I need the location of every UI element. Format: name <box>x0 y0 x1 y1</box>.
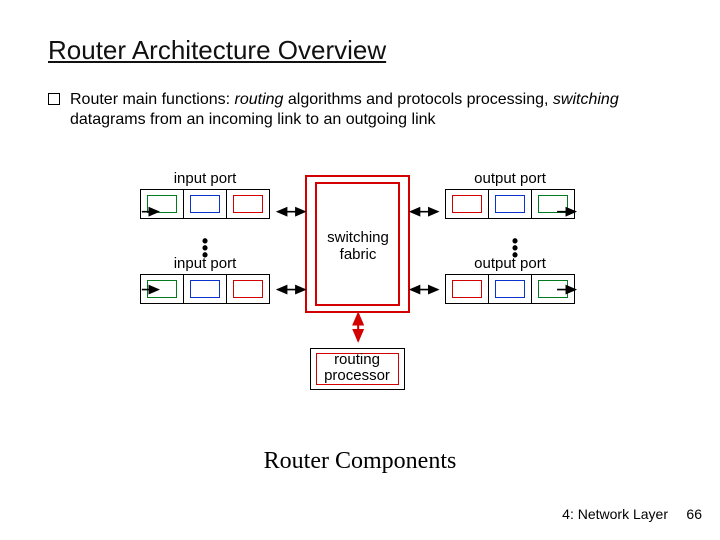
port-cell-inner <box>190 195 220 213</box>
port-cell <box>227 190 269 218</box>
port-box <box>445 189 575 219</box>
port-label: output port <box>445 170 575 187</box>
port-cell-inner <box>495 280 525 298</box>
port-group: output port <box>445 255 575 304</box>
routing-processor-label: routingprocessor <box>307 352 407 384</box>
port-cell <box>532 275 574 303</box>
bullet-lead: Router main functions: <box>70 91 235 108</box>
port-label: input port <box>140 170 270 187</box>
port-box <box>140 274 270 304</box>
port-cell <box>489 275 532 303</box>
port-cell <box>532 190 574 218</box>
vertical-dots: ••• <box>510 238 520 259</box>
slide-title: Router Architecture Overview <box>48 35 386 66</box>
bullet-mid2: datagrams from an incoming link to an ou… <box>70 111 436 128</box>
port-cell-inner <box>538 195 568 213</box>
footer-text: 4: Network Layer <box>562 506 668 522</box>
port-box <box>140 189 270 219</box>
bullet-em1: routing <box>235 91 284 108</box>
port-cell <box>446 275 489 303</box>
bullet-marker <box>48 93 60 105</box>
port-cell <box>141 190 184 218</box>
vertical-dots: ••• <box>200 238 210 259</box>
port-cell-inner <box>538 280 568 298</box>
port-cell-inner <box>452 280 482 298</box>
port-cell-inner <box>452 195 482 213</box>
port-cell-inner <box>190 280 220 298</box>
port-group: output port <box>445 170 575 219</box>
bullet-text: Router main functions: routing algorithm… <box>70 90 672 130</box>
page-number: 66 <box>686 506 702 522</box>
port-cell-inner <box>495 195 525 213</box>
bullet-mid1: algorithms and protocols processing, <box>283 91 552 108</box>
port-cell <box>446 190 489 218</box>
port-cell-inner <box>147 280 177 298</box>
diagram-caption: Router Components <box>0 448 720 475</box>
bullet-em2: switching <box>553 91 619 108</box>
port-cell-inner <box>147 195 177 213</box>
port-cell <box>184 275 227 303</box>
port-cell-inner <box>233 280 263 298</box>
port-box <box>445 274 575 304</box>
port-cell-inner <box>233 195 263 213</box>
port-cell <box>141 275 184 303</box>
port-group: input port <box>140 170 270 219</box>
switching-fabric-label: switchingfabric <box>313 230 403 263</box>
bullet-row: Router main functions: routing algorithm… <box>48 90 672 130</box>
port-cell <box>227 275 269 303</box>
router-diagram: input portinput portoutput portoutput po… <box>140 170 580 400</box>
port-cell <box>184 190 227 218</box>
port-cell <box>489 190 532 218</box>
